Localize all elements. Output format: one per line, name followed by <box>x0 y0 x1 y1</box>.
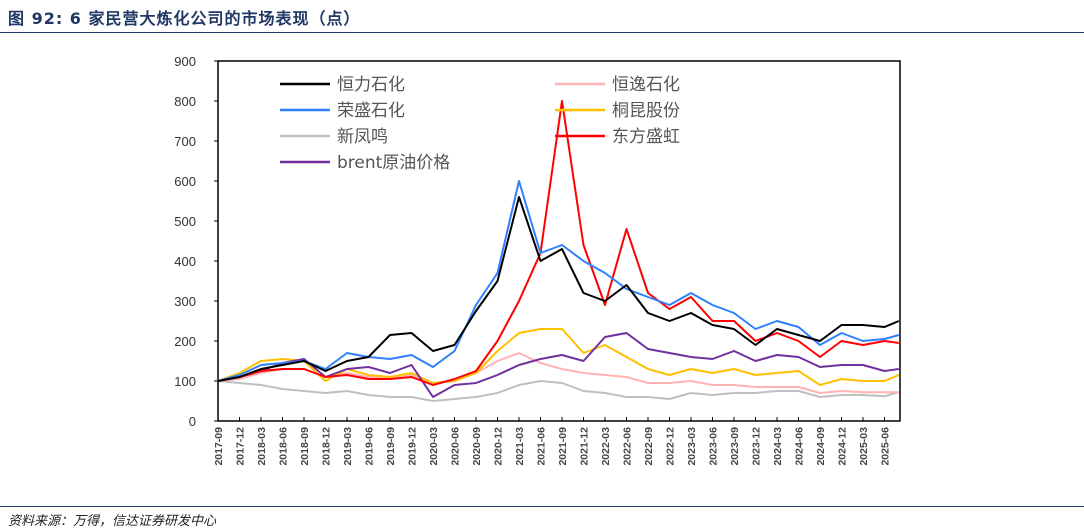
x-tick-label: 2019-12 <box>407 427 419 466</box>
y-tick-label: 900 <box>174 54 196 69</box>
x-tick-label: 2025-06 <box>880 427 892 466</box>
x-tick-label: 2022-12 <box>665 427 677 466</box>
x-tick-label: 2021-06 <box>536 427 548 466</box>
x-tick-label: 2017-12 <box>235 427 247 466</box>
x-tick-label: 2023-12 <box>751 427 763 466</box>
legend-label: brent原油价格 <box>337 153 450 173</box>
source-note: 资料来源：万得，信达证券研发中心 <box>8 514 217 529</box>
y-tick-label: 800 <box>174 94 196 109</box>
y-axis: 0 100 200 300 400 500 600 700 800 900 <box>174 54 218 429</box>
legend-label: 桐昆股份 <box>612 101 680 121</box>
series-line-0 <box>217 196 900 382</box>
x-tick-label: 2024-12 <box>837 427 849 466</box>
x-tick-label: 2020-06 <box>450 427 462 466</box>
x-tick-label: 2022-09 <box>643 427 655 466</box>
x-tick-label: 2020-09 <box>471 427 483 466</box>
x-tick-label: 2021-09 <box>557 427 569 466</box>
x-tick-label: 2023-06 <box>708 427 720 466</box>
series-line-4 <box>217 380 900 402</box>
x-tick-label: 2021-12 <box>579 427 591 466</box>
y-tick-label: 600 <box>174 174 196 189</box>
x-tick-label: 2024-03 <box>772 427 784 466</box>
y-tick-label: 300 <box>174 294 196 309</box>
y-tick-label: 100 <box>174 374 196 389</box>
title-divider <box>0 32 1084 33</box>
x-axis: 2017-09 2017-12 2018-03 2018-06 2018-09 2018-… <box>213 417 892 466</box>
x-tick-label: 2020-03 <box>428 427 440 466</box>
legend-label: 荣盛石化 <box>337 101 405 121</box>
legend-label: 东方盛虹 <box>612 127 680 147</box>
x-tick-label: 2024-06 <box>794 427 806 466</box>
x-tick-label: 2023-03 <box>686 427 698 466</box>
x-tick-label: 2018-06 <box>278 427 290 466</box>
x-tick-label: 2017-09 <box>213 427 225 466</box>
series-lines <box>217 100 900 402</box>
x-tick-label: 2018-12 <box>321 427 333 466</box>
x-tick-label: 2023-09 <box>729 427 741 466</box>
series-line-2 <box>217 180 900 382</box>
x-tick-label: 2019-03 <box>342 427 354 466</box>
figure-title: 图 92: 6 家民营大炼化公司的市场表现（点） <box>8 9 361 28</box>
x-tick-label: 2019-09 <box>385 427 397 466</box>
x-tick-label: 2025-03 <box>858 427 870 466</box>
legend-label: 恒逸石化 <box>612 75 680 95</box>
x-tick-label: 2018-09 <box>299 427 311 466</box>
y-tick-label: 500 <box>174 214 196 229</box>
legend-label: 新凤鸣 <box>337 127 388 147</box>
x-tick-label: 2022-03 <box>600 427 612 466</box>
y-tick-label: 0 <box>189 414 196 429</box>
legend-label: 恒力石化 <box>337 75 405 95</box>
series-line-5 <box>217 100 899 386</box>
x-tick-label: 2022-06 <box>622 427 634 466</box>
series-line-6 <box>217 332 899 398</box>
x-tick-label: 2024-09 <box>815 427 827 466</box>
source-divider <box>0 506 1084 507</box>
plot-frame <box>217 60 901 422</box>
y-tick-label: 700 <box>174 134 196 149</box>
x-tick-label: 2020-12 <box>493 427 505 466</box>
y-tick-label: 400 <box>174 254 196 269</box>
x-tick-label: 2018-03 <box>256 427 268 466</box>
y-tick-label: 200 <box>174 334 196 349</box>
x-tick-label: 2019-06 <box>364 427 376 466</box>
x-tick-label: 2021-03 <box>514 427 526 466</box>
